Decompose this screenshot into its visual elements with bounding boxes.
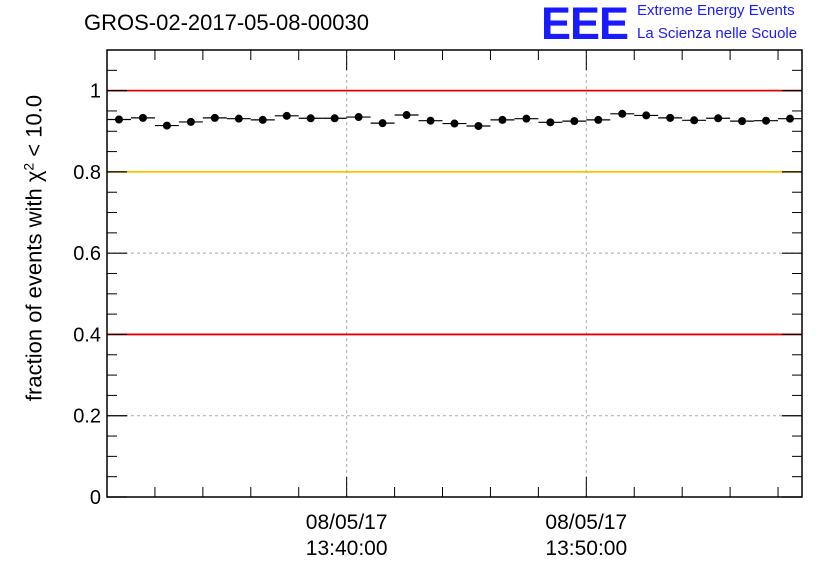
x-tick-label-date: 08/05/17 [306, 511, 388, 534]
data-point [282, 111, 291, 120]
eee-logo: EEE [541, 0, 629, 49]
data-point [666, 113, 675, 122]
logo-line-2: La Scienza nelle Scuole [637, 25, 798, 42]
y-tick-label: 0.8 [73, 162, 101, 184]
data-point [786, 114, 795, 123]
data-point [378, 119, 387, 128]
data-point [234, 114, 243, 123]
data-point [258, 115, 267, 124]
data-point [306, 114, 315, 123]
data-point [762, 116, 771, 125]
y-tick-label: 0.6 [73, 243, 101, 265]
data-point [162, 121, 171, 130]
y-tick-label: 1 [90, 81, 101, 103]
data-point [114, 115, 123, 124]
data-point [450, 119, 459, 128]
data-point [498, 115, 507, 124]
y-tick-label: 0.2 [73, 406, 101, 428]
data-point [642, 111, 651, 120]
y-tick-label: 0 [90, 487, 101, 509]
data-point [426, 116, 435, 125]
data-point [714, 114, 723, 123]
data-point [138, 113, 147, 122]
data-point [618, 109, 627, 118]
data-point [546, 118, 555, 127]
logo-line-1: Extreme Energy Events [637, 2, 795, 19]
y-tick-label: 0.4 [73, 324, 101, 346]
data-point [570, 117, 579, 126]
data-point [186, 117, 195, 126]
data-point [402, 111, 411, 120]
data-point [210, 113, 219, 122]
data-point [474, 121, 483, 130]
data-point [594, 115, 603, 124]
data-point [690, 116, 699, 125]
x-tick-label-date: 08/05/17 [545, 511, 627, 534]
chart-title: GROS-02-2017-05-08-00030 [84, 10, 369, 35]
x-tick-label-time: 13:40:00 [306, 537, 388, 560]
data-point [354, 113, 363, 122]
x-tick-label-time: 13:50:00 [545, 537, 627, 560]
data-point [522, 114, 531, 123]
data-point [738, 117, 747, 126]
data-point [330, 114, 339, 123]
